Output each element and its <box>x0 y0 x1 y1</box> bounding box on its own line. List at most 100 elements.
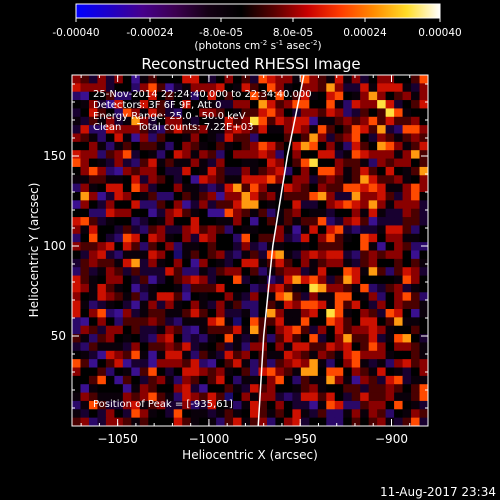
heatmap-cell <box>233 200 242 210</box>
heatmap-cell <box>351 317 361 327</box>
heatmap-cell <box>292 175 302 185</box>
heatmap-cell <box>266 91 276 101</box>
heatmap-cell <box>122 75 132 84</box>
heatmap-cell <box>182 83 192 93</box>
heatmap-cell <box>72 367 81 377</box>
heatmap-cell <box>292 75 302 84</box>
heatmap-cell <box>394 309 403 318</box>
heatmap-cell <box>114 392 124 402</box>
heatmap-cell <box>114 125 124 134</box>
heatmap-cell <box>88 350 98 360</box>
heatmap-cell <box>114 192 124 201</box>
heatmap-cell <box>97 150 107 159</box>
heatmap-cell <box>266 183 276 193</box>
heatmap-cell <box>309 150 319 159</box>
heatmap-cell <box>258 417 268 426</box>
heatmap-cell <box>317 75 327 84</box>
heatmap-cell <box>182 116 192 126</box>
heatmap-cell <box>343 200 353 210</box>
heatmap-cell <box>88 108 98 118</box>
heatmap-cell <box>300 158 310 168</box>
heatmap-cell <box>385 242 395 251</box>
heatmap-cell <box>241 350 251 360</box>
heatmap-cell <box>317 217 327 226</box>
heatmap-cell <box>317 233 327 243</box>
heatmap-cell <box>72 409 81 419</box>
heatmap-cell <box>343 217 353 226</box>
heatmap-cell <box>97 233 107 243</box>
heatmap-cell <box>114 217 124 226</box>
heatmap-cell <box>199 133 209 143</box>
heatmap-cell <box>275 350 285 360</box>
heatmap-cell <box>88 375 98 385</box>
heatmap-cell <box>385 292 395 302</box>
heatmap-cell <box>343 384 353 393</box>
heatmap-cell <box>292 275 302 285</box>
heatmap-cell <box>182 141 192 151</box>
heatmap-cell <box>216 342 225 352</box>
heatmap-cell <box>394 83 403 93</box>
heatmap-cell <box>258 108 268 118</box>
heatmap-cell <box>122 417 132 426</box>
heatmap-cell <box>385 325 395 335</box>
heatmap-cell <box>173 392 183 402</box>
heatmap-cell <box>300 91 310 101</box>
heatmap-cell <box>250 133 259 143</box>
heatmap-cell <box>148 334 158 343</box>
heatmap-cell <box>411 158 420 168</box>
heatmap-cell <box>80 300 90 310</box>
heatmap-cell <box>165 192 175 201</box>
heatmap-cell <box>173 175 183 185</box>
heatmap-cell <box>105 409 115 419</box>
heatmap-cell <box>165 400 175 410</box>
heatmap-cell <box>368 200 378 210</box>
heatmap-cell <box>114 225 124 235</box>
heatmap-cell <box>309 258 319 268</box>
heatmap-cell <box>283 300 293 310</box>
heatmap-cell <box>148 375 158 385</box>
heatmap-cell <box>402 409 412 419</box>
heatmap-cell <box>394 141 403 151</box>
image-area <box>72 75 428 426</box>
heatmap-cell <box>72 384 81 393</box>
heatmap-cell <box>300 342 310 352</box>
heatmap-cell <box>241 200 251 210</box>
heatmap-cell <box>317 125 327 134</box>
heatmap-cell <box>190 283 200 293</box>
heatmap-cell <box>156 350 166 360</box>
heatmap-cell <box>199 409 209 419</box>
heatmap-cell <box>156 400 166 410</box>
heatmap-cell <box>190 158 200 168</box>
heatmap-cell <box>190 217 200 226</box>
heatmap-cell <box>105 175 115 185</box>
heatmap-cell <box>216 409 225 419</box>
heatmap-cell <box>139 208 149 218</box>
heatmap-cell <box>241 275 251 285</box>
heatmap-cell <box>402 250 412 260</box>
heatmap-cell <box>266 100 276 109</box>
heatmap-cell <box>266 300 276 310</box>
heatmap-cell <box>207 325 217 335</box>
heatmap-cell <box>394 175 403 185</box>
heatmap-cell <box>360 309 370 318</box>
heatmap-cell <box>385 334 395 343</box>
heatmap-cell <box>402 325 412 335</box>
heatmap-cell <box>300 183 310 193</box>
heatmap-cell <box>148 258 158 268</box>
heatmap-cell <box>114 417 124 426</box>
heatmap-cell <box>368 292 378 302</box>
heatmap-cell <box>72 192 81 201</box>
heatmap-cell <box>411 133 420 143</box>
heatmap-cell <box>394 375 403 385</box>
heatmap-cell <box>216 116 225 126</box>
heatmap-cell <box>182 317 192 327</box>
heatmap-cell <box>385 150 395 159</box>
heatmap-cell <box>317 384 327 393</box>
colorbar: -0.00040 -0.00024 -8.0e-05 8.0e-05 0.00024 0.… <box>52 3 462 52</box>
heatmap-cell <box>233 325 242 335</box>
heatmap-cell <box>122 141 132 151</box>
heatmap-cell <box>173 75 183 84</box>
heatmap-cell <box>368 392 378 402</box>
heatmap-cell <box>351 292 361 302</box>
